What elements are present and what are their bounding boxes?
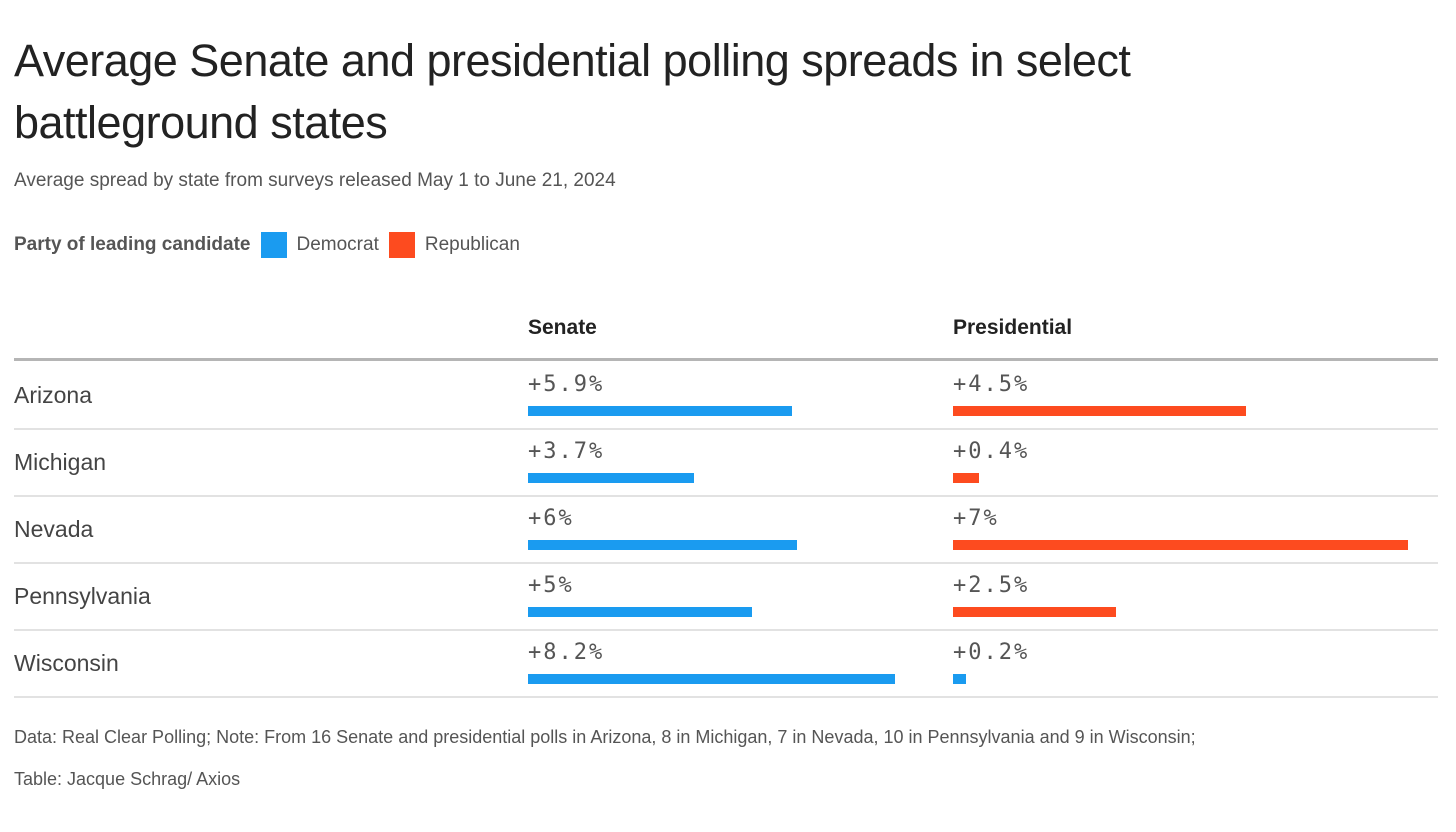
legend-label-republican: Republican bbox=[424, 234, 520, 255]
table-row: Nevada +6% +7% bbox=[14, 496, 1438, 564]
senate-bar bbox=[528, 540, 797, 550]
table-row: Arizona +5.9% +4.5% bbox=[14, 362, 1438, 430]
presidential-bar bbox=[953, 540, 1408, 550]
senate-value-label: +5% bbox=[528, 573, 574, 598]
senate-value-label: +3.7% bbox=[528, 439, 605, 464]
column-header-presidential: Presidential bbox=[953, 316, 1073, 339]
table-row: Pennsylvania +5% +2.5% bbox=[14, 563, 1438, 631]
senate-bar bbox=[528, 607, 752, 617]
presidential-bar bbox=[953, 674, 966, 684]
footer-credit: Table: Jacque Schrag/ Axios bbox=[14, 769, 241, 789]
table-row: Wisconsin +8.2% +0.2% bbox=[14, 630, 1438, 698]
legend-swatch-democrat bbox=[260, 232, 287, 258]
state-label: Pennsylvania bbox=[14, 583, 151, 609]
presidential-bar bbox=[953, 406, 1246, 416]
senate-bar bbox=[528, 674, 895, 684]
state-label: Nevada bbox=[14, 516, 94, 542]
footer-note: Data: Real Clear Polling; Note: From 16 … bbox=[14, 727, 1196, 747]
state-label: Wisconsin bbox=[14, 650, 119, 676]
state-label: Michigan bbox=[14, 449, 107, 475]
column-header-senate: Senate bbox=[528, 316, 597, 339]
senate-value-label: +8.2% bbox=[528, 640, 605, 665]
presidential-value-label: +4.5% bbox=[953, 372, 1030, 397]
table-row: Michigan +3.7% +0.4% bbox=[14, 429, 1438, 497]
legend: Party of leading candidate Democrat Repu… bbox=[14, 232, 530, 258]
header-divider bbox=[14, 358, 1438, 361]
chart-subtitle: Average spread by state from surveys rel… bbox=[14, 170, 616, 191]
presidential-value-label: +7% bbox=[953, 506, 999, 531]
senate-bar bbox=[528, 473, 694, 483]
legend-title: Party of leading candidate bbox=[14, 234, 251, 255]
chart-title: Average Senate and presidential polling … bbox=[14, 35, 1131, 148]
senate-value-label: +6% bbox=[528, 506, 574, 531]
state-label: Arizona bbox=[14, 382, 92, 408]
presidential-value-label: +0.4% bbox=[953, 439, 1030, 464]
legend-label-democrat: Democrat bbox=[296, 234, 379, 255]
presidential-value-label: +2.5% bbox=[953, 573, 1030, 598]
senate-value-label: +5.9% bbox=[528, 372, 605, 397]
presidential-bar bbox=[953, 607, 1116, 617]
presidential-value-label: +0.2% bbox=[953, 640, 1030, 665]
presidential-bar bbox=[953, 473, 979, 483]
legend-swatch-republican bbox=[388, 232, 415, 258]
senate-bar bbox=[528, 406, 793, 416]
